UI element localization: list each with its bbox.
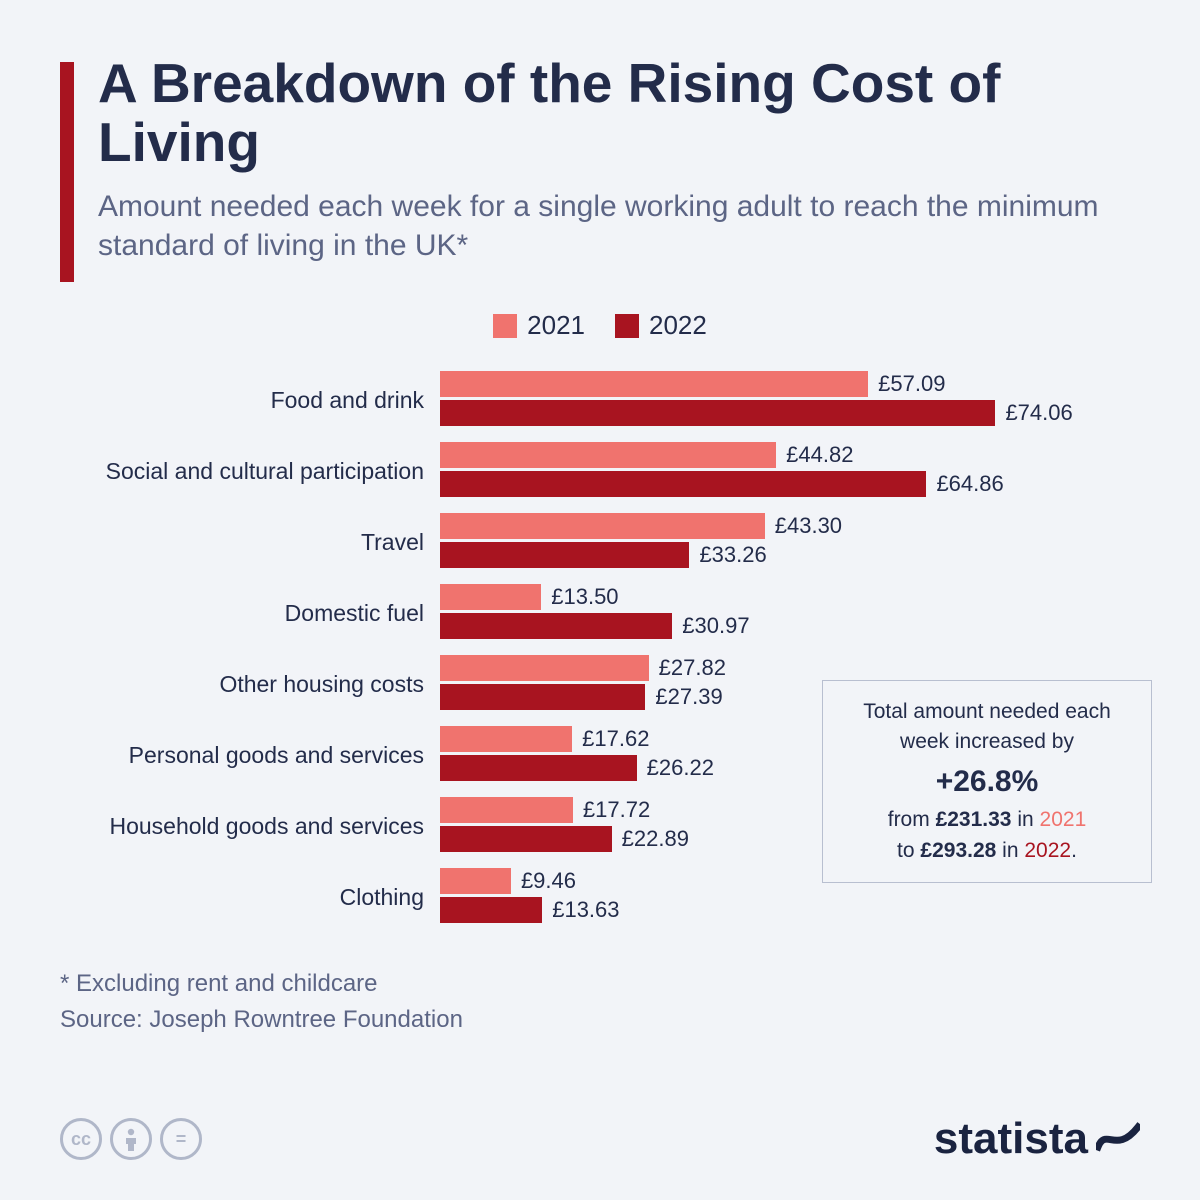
bar-2022	[440, 613, 672, 639]
footnote: * Excluding rent and childcare Source: J…	[60, 966, 1140, 1038]
accent-bar	[60, 62, 74, 282]
title-block: A Breakdown of the Rising Cost of Living…	[98, 50, 1140, 282]
callout-from-label: from	[888, 808, 930, 831]
category-label: Household goods and services	[60, 813, 440, 840]
callout-year-2022: 2022	[1024, 839, 1071, 862]
legend-swatch-2022	[615, 314, 639, 338]
subtitle: Amount needed each week for a single wor…	[98, 187, 1140, 265]
value-label: £17.72	[583, 797, 650, 823]
value-label: £74.06	[1005, 400, 1072, 426]
bar-line: £13.50	[440, 584, 1140, 610]
bar-2021	[440, 797, 573, 823]
main-title: A Breakdown of the Rising Cost of Living	[98, 54, 1140, 173]
value-label: £43.30	[775, 513, 842, 539]
bar-line: £44.82	[440, 442, 1140, 468]
bar-2021	[440, 584, 541, 610]
category-label: Food and drink	[60, 387, 440, 414]
value-label: £13.63	[552, 897, 619, 923]
footnote-line1: * Excluding rent and childcare	[60, 966, 1140, 1002]
legend: 2021 2022	[60, 310, 1140, 341]
brand-logo-icon	[1096, 1117, 1140, 1161]
nd-icon: =	[160, 1118, 202, 1160]
callout-year-2021: 2021	[1040, 808, 1087, 831]
bar-line: £30.97	[440, 613, 1140, 639]
bar-2022	[440, 542, 689, 568]
bars-group: £13.50 £30.97	[440, 584, 1140, 642]
brand-text: statista	[934, 1114, 1088, 1164]
value-label: £57.09	[878, 371, 945, 397]
bar-line: £13.63	[440, 897, 1140, 923]
value-label: £33.26	[699, 542, 766, 568]
bar-line: £27.82	[440, 655, 1140, 681]
bar-2021	[440, 371, 868, 397]
legend-item-2022: 2022	[615, 310, 707, 341]
bar-line: £33.26	[440, 542, 1140, 568]
category-label: Other housing costs	[60, 671, 440, 698]
cc-icon: cc	[60, 1118, 102, 1160]
bar-line: £57.09	[440, 371, 1140, 397]
value-label: £9.46	[521, 868, 576, 894]
value-label: £44.82	[786, 442, 853, 468]
callout-box: Total amount needed each week increased …	[822, 680, 1152, 883]
by-icon	[110, 1118, 152, 1160]
bar-2021	[440, 868, 511, 894]
category-label: Travel	[60, 529, 440, 556]
legend-label-2021: 2021	[527, 310, 585, 341]
bar-2021	[440, 442, 776, 468]
value-label: £30.97	[682, 613, 749, 639]
value-label: £27.39	[655, 684, 722, 710]
bar-line: £74.06	[440, 400, 1140, 426]
category-label: Social and cultural participation	[60, 458, 440, 485]
callout-from-value: £231.33	[936, 808, 1012, 831]
footnote-line2: Source: Joseph Rowntree Foundation	[60, 1002, 1140, 1038]
chart-row: Social and cultural participation£44.82£…	[60, 442, 1140, 500]
category-label: Clothing	[60, 884, 440, 911]
legend-item-2021: 2021	[493, 310, 585, 341]
category-label: Personal goods and services	[60, 742, 440, 769]
callout-period: .	[1071, 839, 1077, 862]
value-label: £13.50	[551, 584, 618, 610]
bar-2021	[440, 655, 649, 681]
bar-2021	[440, 513, 765, 539]
bar-2022	[440, 471, 926, 497]
value-label: £17.62	[582, 726, 649, 752]
header: A Breakdown of the Rising Cost of Living…	[60, 50, 1140, 282]
callout-to-value: £293.28	[920, 839, 996, 862]
callout-in1: in	[1017, 808, 1033, 831]
value-label: £27.82	[659, 655, 726, 681]
legend-label-2022: 2022	[649, 310, 707, 341]
callout-to-label: to	[897, 839, 915, 862]
bar-2022	[440, 755, 637, 781]
legend-swatch-2021	[493, 314, 517, 338]
bar-2021	[440, 726, 572, 752]
brand: statista	[934, 1114, 1140, 1164]
bar-2022	[440, 897, 542, 923]
bars-group: £44.82 £64.86	[440, 442, 1140, 500]
value-label: £64.86	[936, 471, 1003, 497]
bar-line: £64.86	[440, 471, 1140, 497]
callout-text: Total amount needed each week increased …	[863, 700, 1111, 753]
callout-percent: +26.8%	[841, 760, 1133, 804]
bar-2022	[440, 826, 612, 852]
bars-group: £57.09 £74.06	[440, 371, 1140, 429]
bar-2022	[440, 684, 645, 710]
category-label: Domestic fuel	[60, 600, 440, 627]
bars-group: £43.30 £33.26	[440, 513, 1140, 571]
bar-line: £43.30	[440, 513, 1140, 539]
value-label: £22.89	[622, 826, 689, 852]
callout-in2: in	[1002, 839, 1018, 862]
chart-row: Domestic fuel £13.50 £30.97	[60, 584, 1140, 642]
value-label: £26.22	[647, 755, 714, 781]
footer: cc = statista	[60, 1114, 1140, 1164]
chart-row: Food and drink £57.09 £74.06	[60, 371, 1140, 429]
cc-icons: cc =	[60, 1118, 202, 1160]
chart-row: Travel £43.30 £33.26	[60, 513, 1140, 571]
bar-2022	[440, 400, 995, 426]
